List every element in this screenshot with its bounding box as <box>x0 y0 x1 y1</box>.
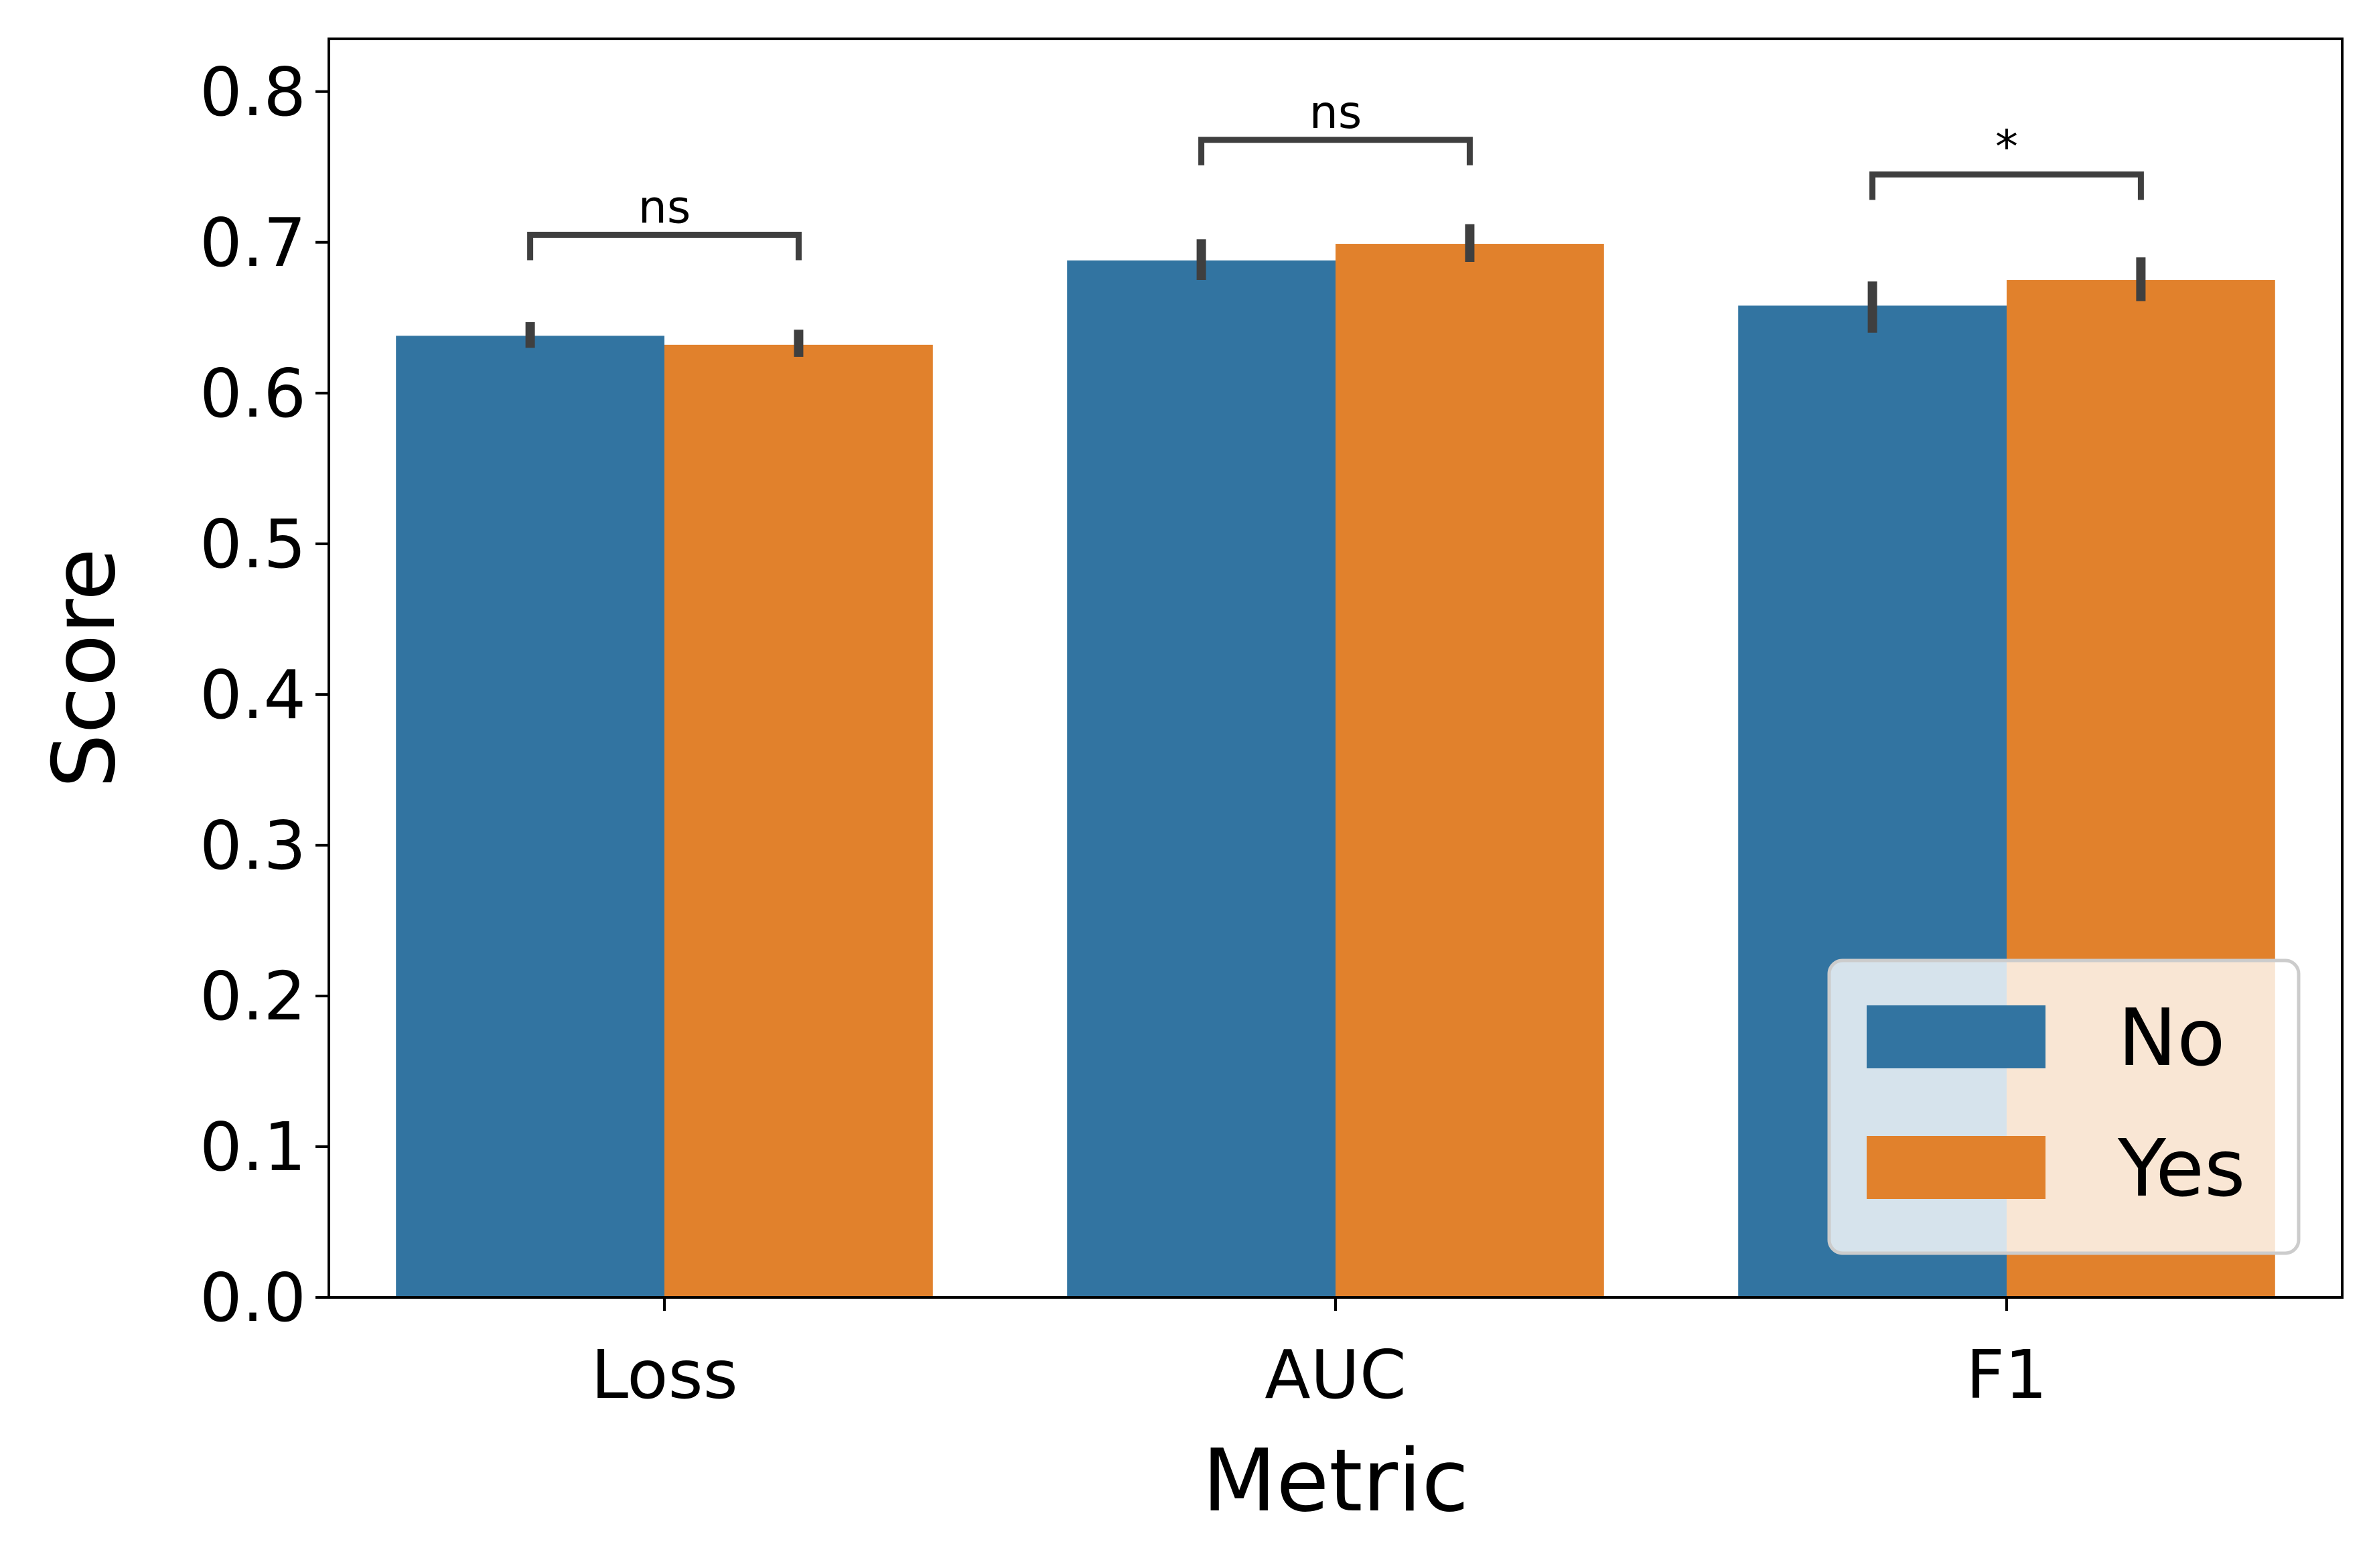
significance-bracket-auc <box>1198 137 1473 165</box>
significance-label-f1: * <box>1995 121 2018 174</box>
bar-yes-auc <box>1336 244 1604 1297</box>
bar-no-loss <box>396 336 664 1298</box>
legend-label-no: No <box>2118 991 2225 1084</box>
significance-label-auc: ns <box>1309 86 1362 139</box>
legend: No Yes <box>1827 958 2301 1255</box>
bars-layer <box>396 244 2275 1298</box>
x-tick-label-f1: F1 <box>1966 1336 2047 1414</box>
error-bars-layer <box>525 224 2146 357</box>
significance-bracket-f1 <box>1869 171 2144 200</box>
y-tick-label: 0.3 <box>200 806 306 885</box>
y-tick-label: 0.0 <box>200 1259 306 1337</box>
y-tick-label: 0.4 <box>200 656 306 734</box>
axes-layer: 0.0 0.1 0.2 0.3 0.4 0.5 0.6 0.7 0.8 Loss AUC F1 Metr… <box>35 38 2344 1531</box>
significance-label-loss: ns <box>638 182 691 234</box>
y-tick-label: 0.6 <box>200 354 306 433</box>
y-tick-label: 0.5 <box>200 505 306 583</box>
bar-no-auc <box>1067 260 1336 1298</box>
legend-label-yes: Yes <box>2117 1122 2245 1214</box>
y-axis-title: Score <box>35 548 135 788</box>
significance-bracket-loss <box>527 232 802 261</box>
y-tick-label: 0.1 <box>200 1108 306 1186</box>
bar-yes-loss <box>664 344 933 1297</box>
x-tick-label-loss: Loss <box>591 1336 737 1414</box>
y-tick-label: 0.7 <box>200 204 306 282</box>
legend-swatch-yes <box>1867 1136 2045 1199</box>
y-tick-label: 0.8 <box>200 53 306 131</box>
y-tick-label: 0.2 <box>200 957 306 1036</box>
x-axis-title: Metric <box>1202 1431 1469 1531</box>
x-tick-label-auc: AUC <box>1265 1336 1406 1414</box>
significance-layer: ns ns * <box>527 86 2144 261</box>
legend-swatch-no <box>1867 1005 2045 1068</box>
